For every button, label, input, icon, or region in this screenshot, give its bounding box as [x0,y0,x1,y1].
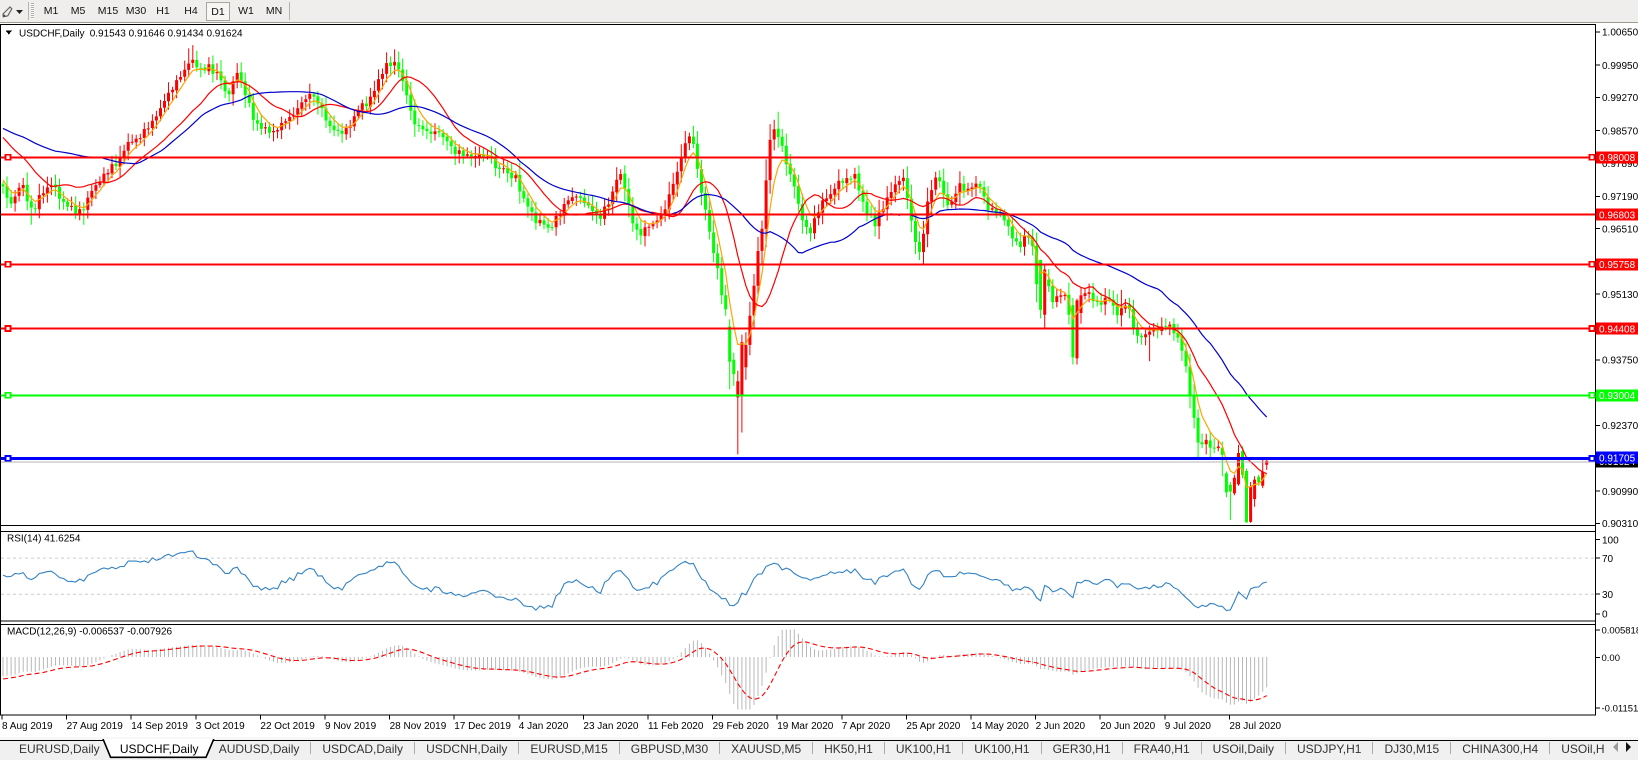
svg-text:17 Dec 2019: 17 Dec 2019 [454,721,511,732]
svg-text:0: 0 [1602,610,1608,621]
svg-text:2 Jun 2020: 2 Jun 2020 [1036,721,1086,732]
svg-text:MACD(12,26,9) -0.006537 -0.007: MACD(12,26,9) -0.006537 -0.007926 [7,627,173,638]
svg-text:8 Aug 2019: 8 Aug 2019 [2,721,53,732]
svg-text:0.94408: 0.94408 [1599,324,1636,335]
svg-text:30: 30 [1602,590,1614,601]
svg-text:0.98570: 0.98570 [1602,127,1638,138]
svg-text:0.95758: 0.95758 [1599,260,1636,271]
svg-text:0.96803: 0.96803 [1599,211,1636,222]
svg-text:RSI(14) 41.6254: RSI(14) 41.6254 [7,534,81,545]
svg-text:70: 70 [1602,554,1614,565]
svg-text:0.93750: 0.93750 [1602,356,1638,367]
svg-text:28 Jul 2020: 28 Jul 2020 [1229,721,1281,732]
svg-text:25 Apr 2020: 25 Apr 2020 [906,721,960,732]
svg-text:22 Oct 2019: 22 Oct 2019 [260,721,315,732]
svg-text:0.91543 0.91646 0.91434 0.9162: 0.91543 0.91646 0.91434 0.91624 [90,28,243,39]
svg-text:7 Apr 2020: 7 Apr 2020 [842,721,891,732]
svg-text:-0.011514: -0.011514 [1602,703,1638,714]
svg-text:0.99950: 0.99950 [1602,61,1638,72]
svg-text:9 Jul 2020: 9 Jul 2020 [1165,721,1212,732]
svg-text:29 Feb 2020: 29 Feb 2020 [713,721,770,732]
svg-text:11 Feb 2020: 11 Feb 2020 [648,721,704,732]
svg-text:USDCHF,Daily: USDCHF,Daily [19,28,85,39]
svg-text:0.99270: 0.99270 [1602,93,1638,104]
svg-text:14 May 2020: 14 May 2020 [971,721,1029,732]
svg-text:3 Oct 2019: 3 Oct 2019 [196,721,245,732]
svg-text:0.92370: 0.92370 [1602,421,1638,432]
svg-text:0.90990: 0.90990 [1602,487,1638,498]
svg-text:0.97190: 0.97190 [1602,192,1638,203]
svg-text:100: 100 [1602,535,1619,546]
svg-text:14 Sep 2019: 14 Sep 2019 [131,721,188,732]
svg-text:0.005818: 0.005818 [1602,625,1638,636]
svg-text:20 Jun 2020: 20 Jun 2020 [1100,721,1155,732]
svg-text:0.95130: 0.95130 [1602,290,1638,301]
svg-text:23 Jan 2020: 23 Jan 2020 [583,721,638,732]
svg-text:0.00: 0.00 [1602,653,1621,664]
svg-text:1.00650: 1.00650 [1602,28,1638,39]
svg-text:28 Nov 2019: 28 Nov 2019 [390,721,447,732]
svg-text:19 Mar 2020: 19 Mar 2020 [777,721,834,732]
svg-text:0.91705: 0.91705 [1599,453,1636,464]
svg-text:4 Jan 2020: 4 Jan 2020 [519,721,569,732]
svg-text:0.96510: 0.96510 [1602,224,1638,235]
svg-text:0.97890: 0.97890 [1602,159,1638,170]
svg-text:0.90310: 0.90310 [1602,519,1638,530]
svg-text:27 Aug 2019: 27 Aug 2019 [67,721,124,732]
svg-text:0.98008: 0.98008 [1599,153,1636,164]
svg-text:9 Nov 2019: 9 Nov 2019 [325,721,377,732]
svg-text:0.93004: 0.93004 [1599,391,1636,402]
